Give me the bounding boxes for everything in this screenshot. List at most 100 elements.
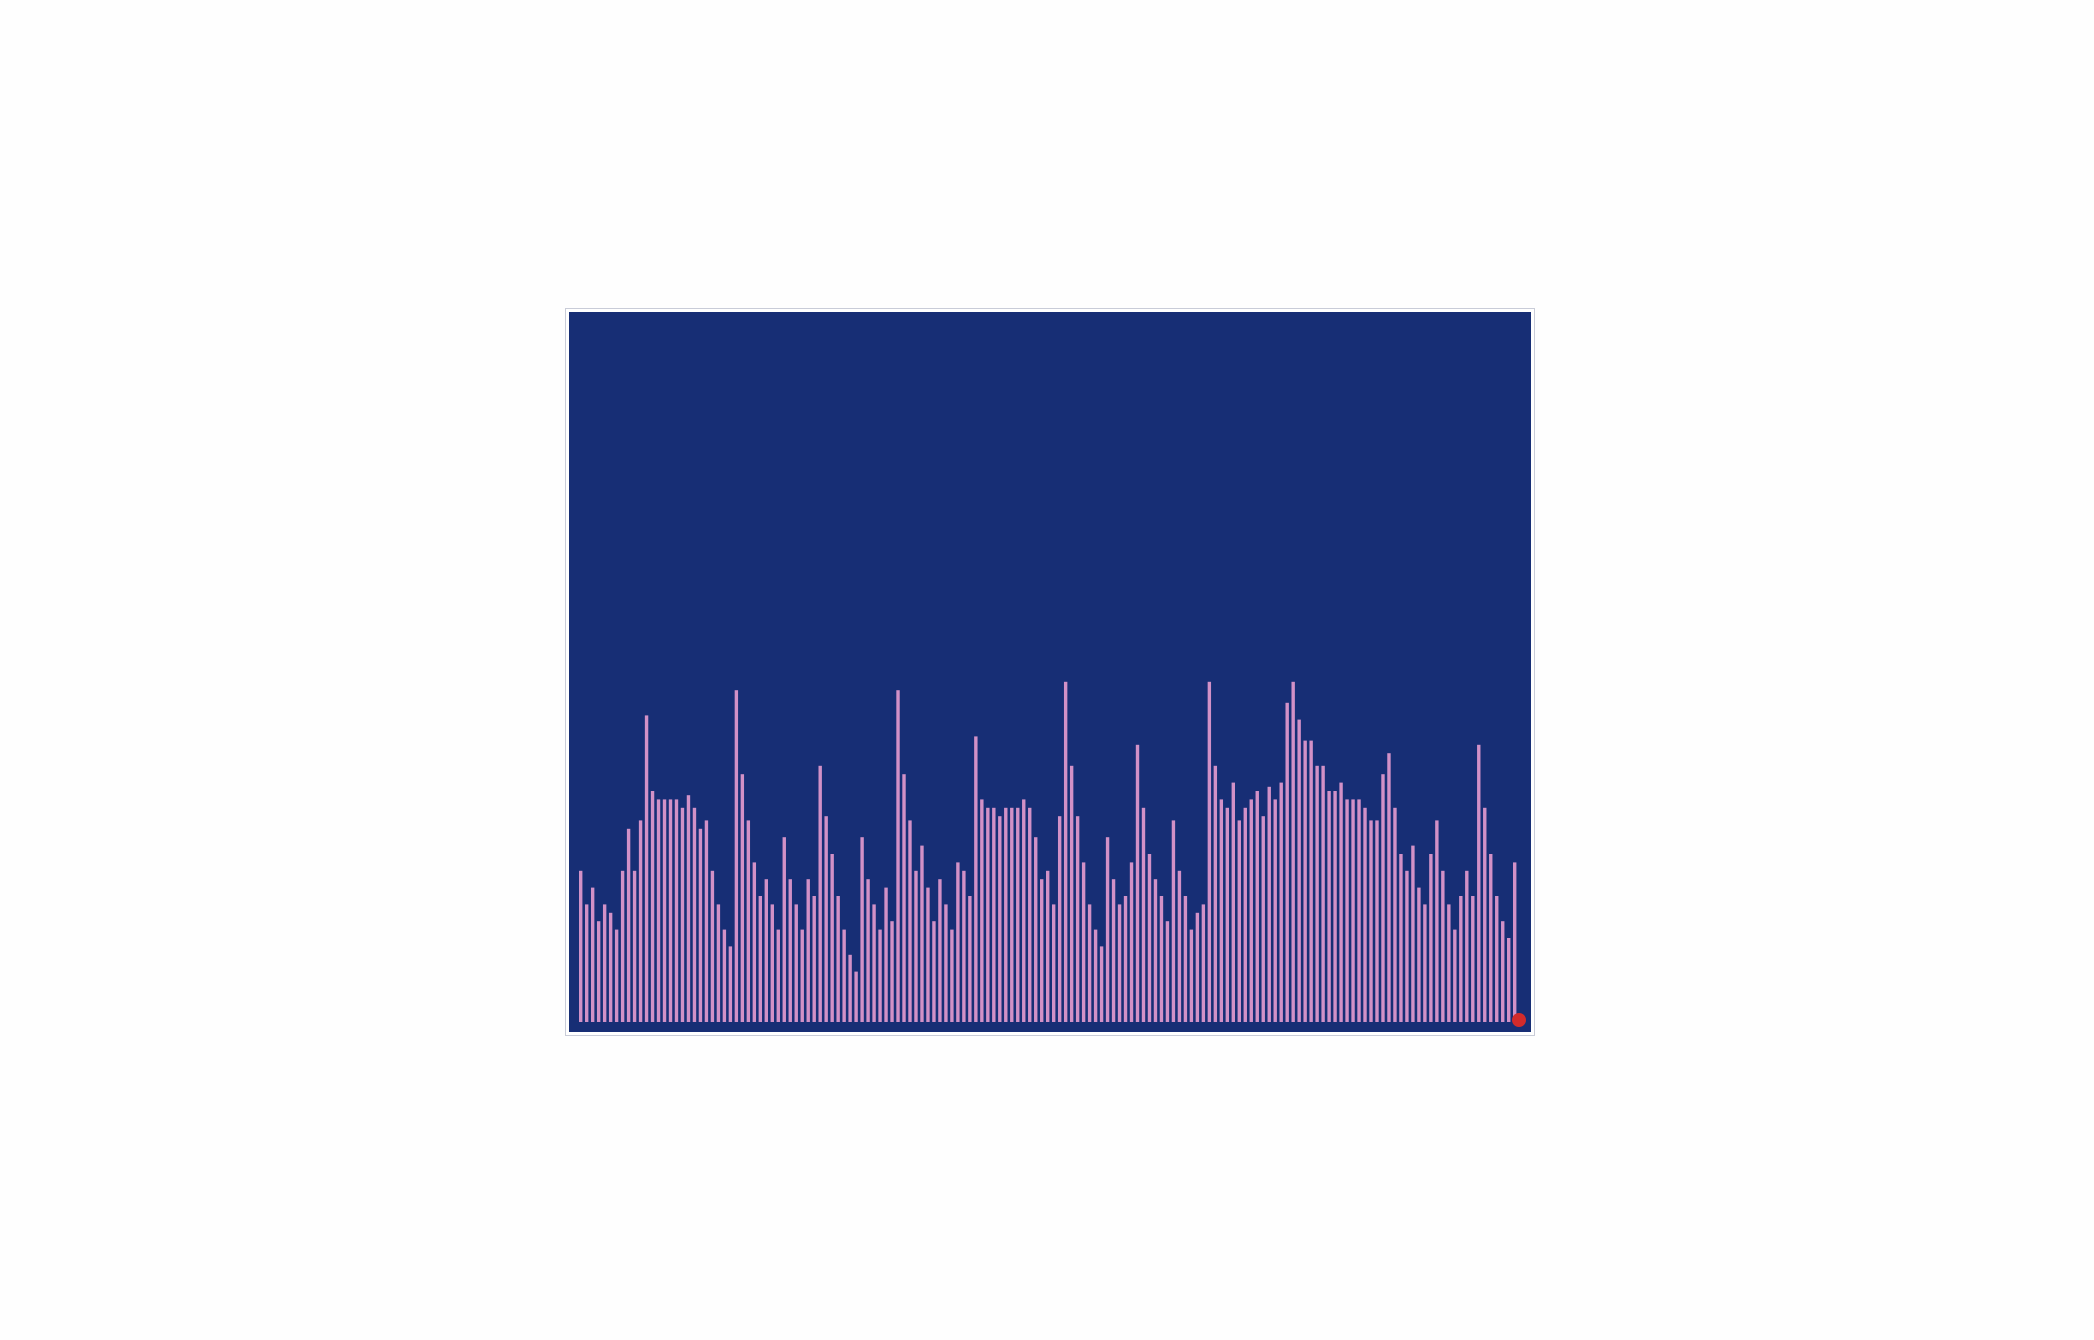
bar — [1225, 807, 1230, 1022]
bars-canvas — [569, 312, 1531, 1032]
game-board[interactable] — [565, 308, 1535, 1036]
bar — [1261, 816, 1265, 1022]
bar — [1051, 904, 1056, 1022]
bar — [1165, 921, 1170, 1022]
bar — [650, 791, 655, 1022]
bar — [974, 736, 978, 1022]
bar — [1141, 807, 1146, 1022]
bar — [890, 921, 894, 1022]
bar — [980, 799, 984, 1022]
bar — [1075, 816, 1080, 1022]
bar — [914, 870, 918, 1022]
bar — [662, 799, 667, 1022]
bar — [1303, 740, 1307, 1022]
bar — [830, 854, 834, 1022]
bar — [1369, 820, 1373, 1022]
bar — [1219, 799, 1224, 1022]
bar — [1465, 870, 1469, 1022]
bar — [1207, 681, 1212, 1022]
bar — [1028, 807, 1032, 1022]
bar — [1243, 807, 1247, 1022]
bar — [1040, 879, 1044, 1022]
bar — [998, 816, 1002, 1022]
bar — [800, 929, 804, 1022]
bar — [1417, 887, 1421, 1022]
bar — [956, 862, 960, 1022]
bar — [1093, 929, 1098, 1022]
bar — [836, 896, 840, 1022]
bar — [1501, 921, 1505, 1022]
bar — [1099, 946, 1104, 1022]
bar — [1159, 896, 1164, 1022]
bar — [1435, 820, 1439, 1022]
bar — [1004, 807, 1008, 1022]
bar — [1459, 896, 1463, 1022]
bar — [1057, 816, 1062, 1022]
bar — [782, 837, 786, 1022]
bar — [1046, 870, 1050, 1022]
bar — [668, 799, 673, 1022]
bar — [1087, 904, 1092, 1022]
bar — [596, 921, 601, 1022]
bar — [1034, 837, 1038, 1022]
bar — [1129, 862, 1134, 1022]
bar — [1153, 879, 1158, 1022]
bar — [1195, 912, 1200, 1022]
bar — [992, 807, 996, 1022]
bar — [872, 904, 876, 1022]
bar — [716, 904, 721, 1022]
bar — [1393, 807, 1397, 1022]
bar — [1297, 719, 1301, 1022]
bar — [1381, 774, 1385, 1022]
bar — [896, 690, 900, 1022]
bar — [614, 929, 619, 1022]
bar — [1375, 820, 1379, 1022]
bar — [758, 896, 763, 1022]
bar — [1231, 782, 1235, 1022]
bar — [602, 904, 607, 1022]
bar — [644, 715, 649, 1022]
bar — [1273, 799, 1277, 1022]
bar — [626, 828, 631, 1022]
bar — [1016, 807, 1020, 1022]
bar — [686, 795, 691, 1022]
bar — [1237, 820, 1241, 1022]
bar — [722, 929, 727, 1022]
bar — [1477, 744, 1481, 1022]
bar — [764, 879, 768, 1022]
bar — [632, 870, 637, 1022]
bar — [728, 946, 733, 1022]
bar — [1339, 782, 1343, 1022]
bar — [950, 929, 954, 1022]
bar — [1387, 753, 1391, 1022]
bar — [1135, 744, 1140, 1022]
bar — [1291, 681, 1295, 1022]
bar — [968, 896, 972, 1022]
bar — [902, 774, 906, 1022]
bar — [620, 870, 625, 1022]
bar — [1471, 896, 1475, 1022]
bar — [818, 765, 822, 1022]
bar — [1411, 845, 1415, 1022]
bar — [710, 870, 715, 1022]
bar — [848, 954, 852, 1022]
bar — [1213, 765, 1218, 1022]
bar — [1147, 854, 1152, 1022]
bar — [1177, 870, 1182, 1022]
bar — [1010, 807, 1014, 1022]
bar — [1063, 681, 1068, 1022]
bar — [1279, 782, 1283, 1022]
bar — [752, 862, 757, 1022]
bar — [770, 904, 774, 1022]
bar — [1183, 896, 1188, 1022]
bar — [884, 887, 888, 1022]
bar — [1327, 791, 1331, 1022]
bar — [1105, 837, 1110, 1022]
bar — [1489, 854, 1493, 1022]
player-marker-icon[interactable] — [1512, 1013, 1526, 1027]
bar — [1363, 807, 1367, 1022]
bar — [986, 807, 990, 1022]
bar — [590, 887, 595, 1022]
bar — [866, 879, 870, 1022]
bar — [1345, 799, 1349, 1022]
